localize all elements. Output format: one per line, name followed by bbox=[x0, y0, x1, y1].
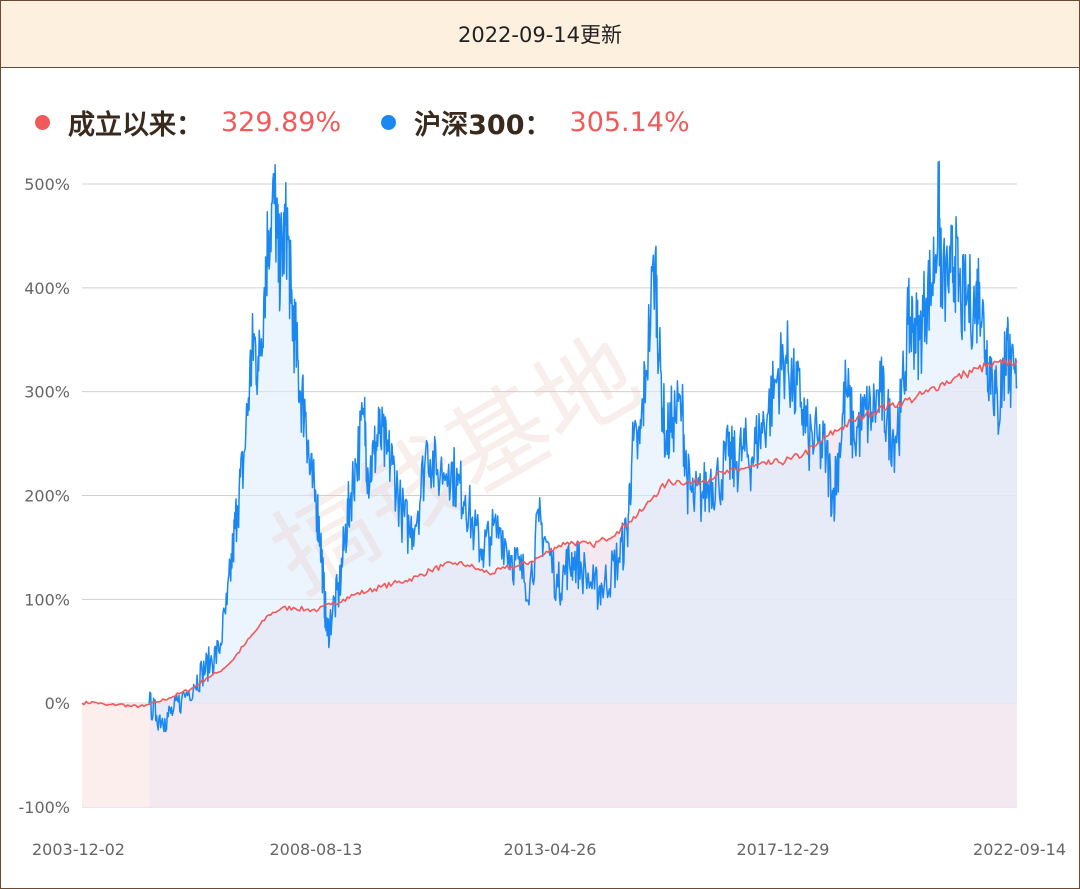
legend-label-index: 沪深300： bbox=[414, 109, 552, 141]
y-tick-label: -100% bbox=[18, 798, 70, 817]
x-tick-label: 2008-08-13 bbox=[270, 840, 363, 859]
y-tick-label: 300% bbox=[24, 383, 70, 402]
series-line-fund bbox=[81, 358, 1018, 709]
x-tick-label: 2017-12-29 bbox=[737, 840, 830, 859]
legend-value-index: 305.14% bbox=[569, 106, 690, 138]
legend: 成立以来： 329.89% 沪深300： 305.14% bbox=[35, 101, 730, 143]
legend-item-index[interactable]: 沪深300： 305.14% bbox=[381, 103, 690, 142]
update-date-title: 2022-09-14更新 bbox=[457, 23, 623, 47]
update-header: 2022-09-14更新 bbox=[1, 1, 1079, 68]
y-axis-ticks: 500% 400% 300% 200% 100% 0% -100% bbox=[18, 175, 70, 817]
legend-dot-fund bbox=[35, 114, 50, 130]
area-index bbox=[149, 161, 1017, 732]
legend-item-fund[interactable]: 成立以来： 329.89% bbox=[35, 103, 341, 142]
x-axis-ticks: 2003-12-02 2008-08-13 2013-04-26 2017-12-29… bbox=[32, 840, 1066, 859]
y-tick-label: 100% bbox=[24, 590, 70, 609]
pre-index-area bbox=[82, 703, 150, 807]
area-fills bbox=[82, 161, 1017, 807]
y-tick-label: 0% bbox=[45, 694, 70, 713]
x-tick-label: 2022-09-14 bbox=[973, 840, 1066, 859]
x-tick-label: 2003-12-02 bbox=[32, 840, 125, 859]
legend-value-fund: 329.89% bbox=[221, 106, 342, 138]
legend-label-fund: 成立以来： bbox=[68, 109, 203, 141]
y-tick-label: 500% bbox=[24, 175, 70, 194]
x-tick-label: 2013-04-26 bbox=[504, 840, 597, 859]
y-tick-label: 400% bbox=[24, 279, 70, 298]
y-tick-label: 200% bbox=[24, 487, 70, 506]
series-lines bbox=[81, 160, 1018, 733]
legend-dot-index bbox=[381, 114, 397, 130]
